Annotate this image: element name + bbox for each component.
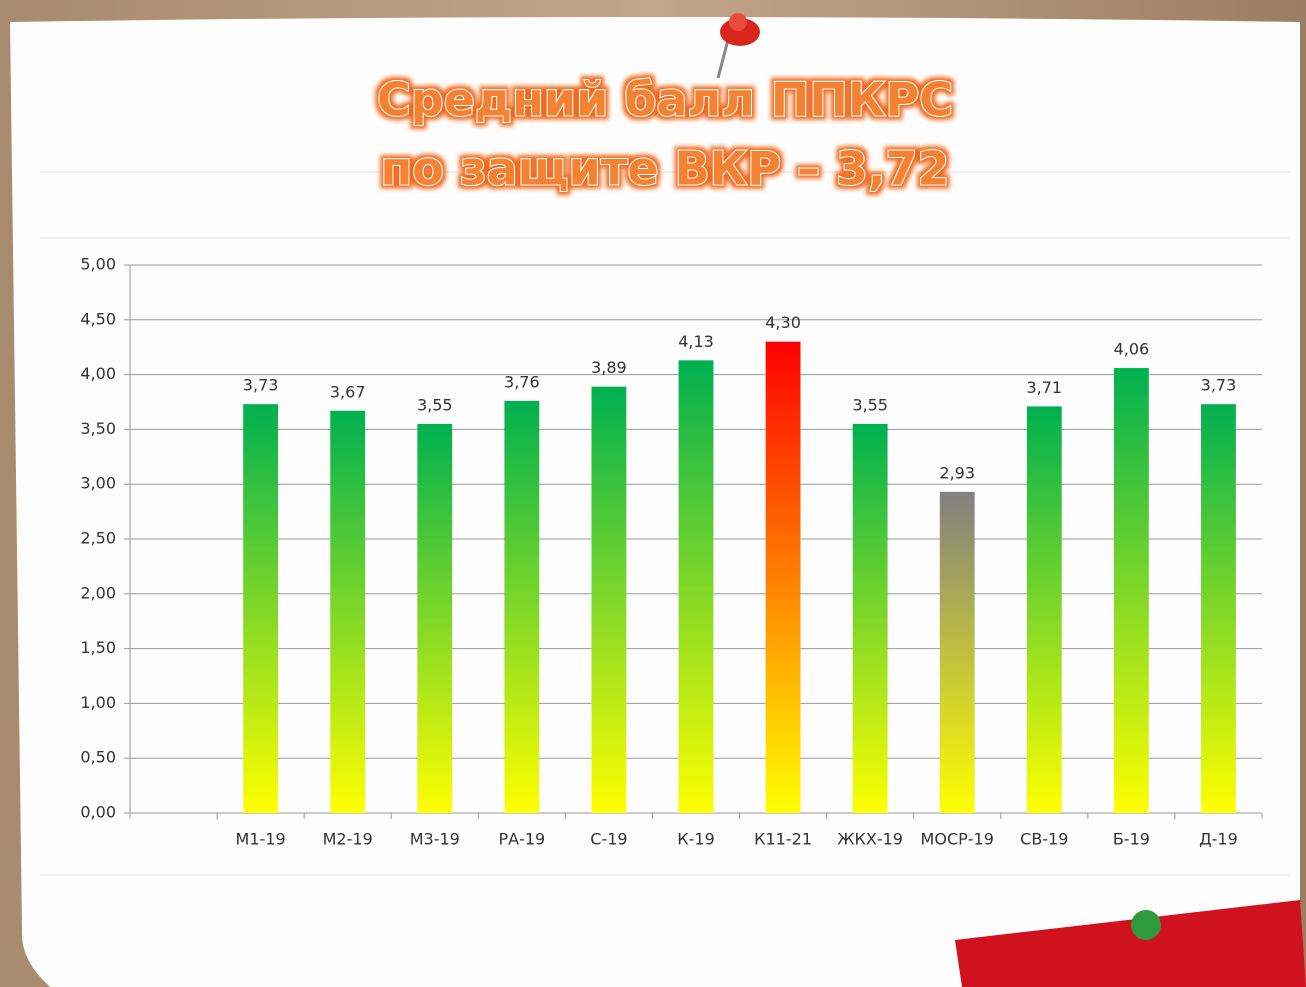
bar [330, 410, 366, 813]
x-tick-label: М2-19 [323, 830, 373, 849]
data-label: 3,73 [243, 376, 279, 395]
x-tick-label: К-19 [677, 830, 715, 849]
bar [1201, 404, 1236, 813]
y-tick-label: 1,50 [80, 638, 116, 657]
x-tick-label: М1-19 [236, 830, 286, 849]
x-tick-label: К11-21 [754, 830, 812, 849]
chart-subtitle: по защите ВКР – 3,72 [380, 142, 949, 196]
data-label: 3,76 [504, 372, 540, 391]
y-tick-label: 2,00 [80, 583, 116, 602]
data-label: 4,13 [678, 332, 714, 351]
y-tick-label: 5,00 [80, 255, 116, 274]
data-label: 3,67 [330, 382, 366, 401]
y-tick-label: 1,00 [80, 693, 116, 712]
x-tick-label: М3-19 [410, 830, 460, 849]
sticky-note [955, 900, 1306, 987]
data-label: 3,55 [852, 395, 888, 414]
bar [678, 360, 714, 813]
x-tick-label: РА-19 [498, 830, 545, 849]
data-label: 3,89 [591, 358, 627, 377]
y-tick-label: 3,00 [80, 474, 116, 493]
y-tick-label: 0,00 [80, 803, 116, 822]
data-label: 2,93 [939, 463, 975, 482]
bar [1026, 406, 1062, 813]
data-label: 3,73 [1201, 376, 1237, 395]
x-tick-label: СВ-19 [1020, 830, 1068, 849]
data-label: 4,06 [1114, 340, 1150, 359]
y-tick-label: 3,50 [80, 419, 116, 438]
x-tick-label: Д-19 [1199, 830, 1238, 849]
x-tick-label: ЖКХ-19 [837, 830, 903, 849]
bar [591, 386, 627, 813]
y-tick-label: 0,50 [80, 748, 116, 767]
x-tick-label: Б-19 [1113, 830, 1150, 849]
x-tick-label: С-19 [590, 830, 627, 849]
bar [939, 491, 975, 813]
y-tick-label: 4,00 [80, 364, 116, 383]
data-label: 4,30 [765, 313, 801, 332]
chart-title: Средний балл ППКРС [377, 73, 953, 127]
bar [417, 423, 453, 813]
data-label: 3,71 [1026, 378, 1062, 397]
pin [716, 13, 760, 79]
data-label: 3,55 [417, 395, 453, 414]
bar [504, 400, 540, 813]
x-tick-label: МОСР-19 [921, 830, 994, 849]
bar [852, 423, 888, 813]
bar [243, 404, 279, 813]
bar [765, 341, 801, 813]
y-tick-label: 2,50 [80, 529, 116, 548]
y-tick-label: 4,50 [80, 309, 116, 328]
bar [1113, 368, 1149, 813]
paper-lines [40, 171, 1290, 876]
